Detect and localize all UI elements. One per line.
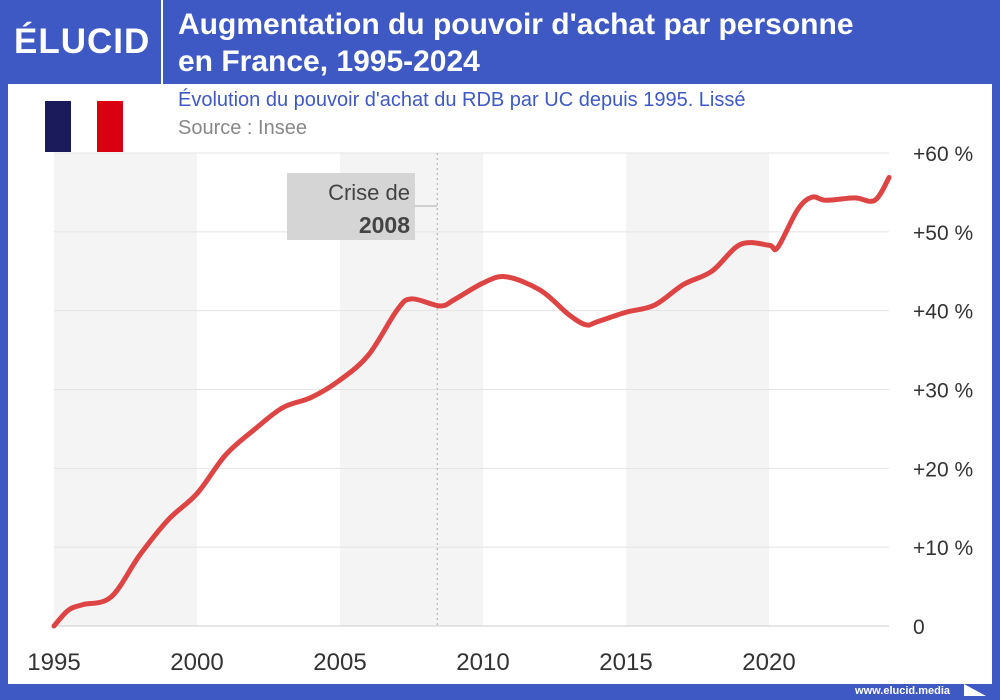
elucid-logo: ÉLUCID — [14, 22, 151, 61]
x-tick-label: 2010 — [456, 649, 509, 676]
x-tick-label: 2020 — [742, 649, 795, 676]
chart-source: Source : Insee — [178, 117, 307, 139]
y-tick-label: +50 % — [913, 222, 973, 245]
elucid-mark-icon — [964, 684, 986, 696]
y-tick-label: +10 % — [913, 537, 973, 560]
france-flag-icon — [45, 101, 123, 152]
header-divider — [161, 0, 163, 84]
x-tick-label: 2015 — [599, 649, 652, 676]
y-tick-label: +20 % — [913, 458, 973, 481]
annotation-line1: Crise de — [328, 180, 410, 205]
y-tick-label: +40 % — [913, 301, 973, 324]
series-line — [51, 174, 892, 629]
annotation-line2: 2008 — [359, 212, 410, 238]
x-tick-label: 2000 — [170, 649, 223, 676]
x-tick-label: 1995 — [27, 649, 80, 676]
x-tick-label: 2005 — [313, 649, 366, 676]
annotation-box — [287, 173, 415, 240]
y-tick-label: 0 — [913, 616, 925, 639]
y-tick-label: +60 % — [913, 143, 973, 166]
chart-subtitle: Évolution du pouvoir d'achat du RDB par … — [178, 89, 746, 111]
title-line-1: Augmentation du pouvoir d'achat par pers… — [178, 8, 854, 41]
title-line-2: en France, 1995-2024 — [178, 45, 480, 78]
y-tick-label: +30 % — [913, 380, 973, 403]
chart-title: Augmentation du pouvoir d'achat par pers… — [178, 6, 854, 80]
footer-url[interactable]: www.elucid.media — [855, 685, 950, 697]
